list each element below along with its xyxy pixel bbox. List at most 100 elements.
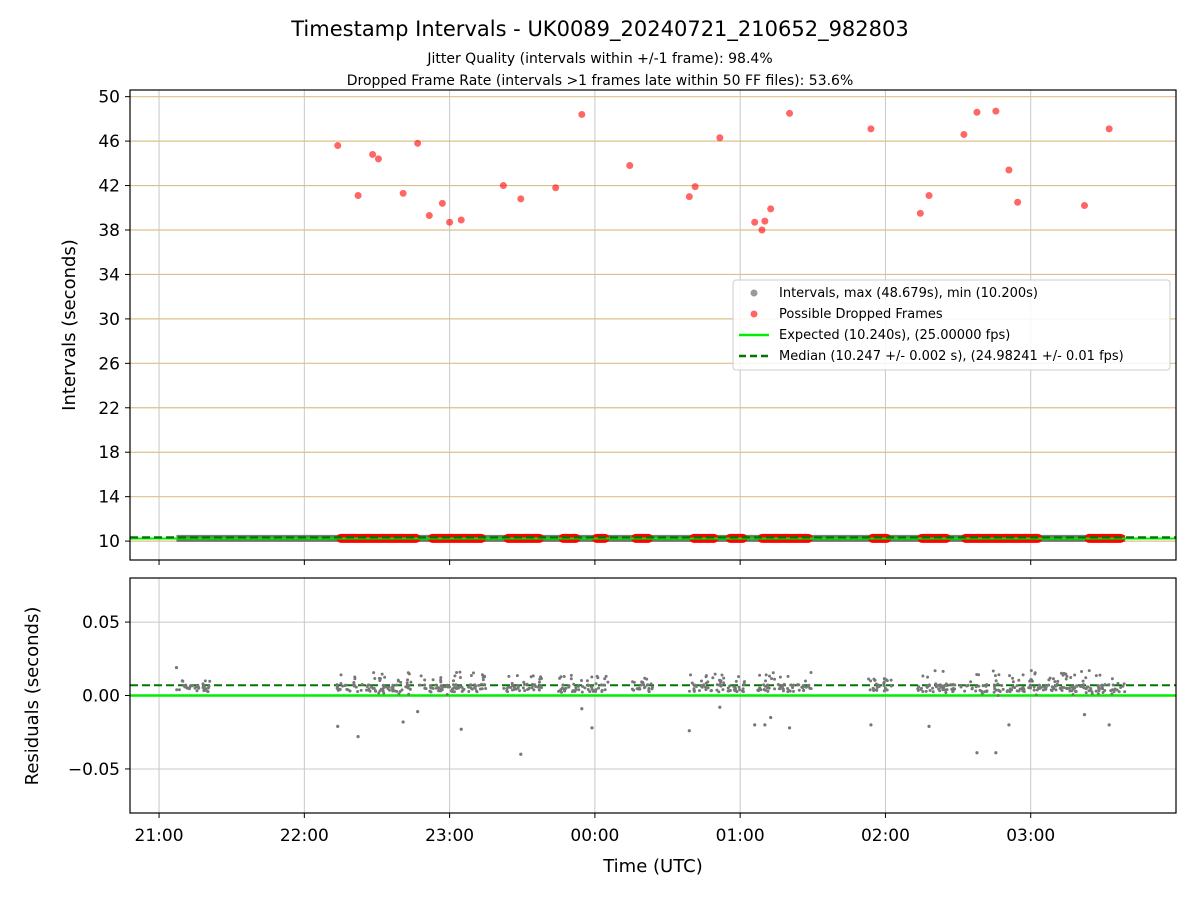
- residual-point: [534, 685, 538, 689]
- residual-point: [537, 688, 541, 692]
- residual-point: [1094, 674, 1098, 678]
- y-tick-label: 18: [98, 443, 120, 463]
- residual-point: [884, 678, 888, 682]
- residual-point: [203, 679, 207, 683]
- residual-point: [1107, 683, 1111, 687]
- residual-point: [1048, 676, 1052, 680]
- residual-point: [928, 689, 932, 693]
- residual-point: [1103, 688, 1107, 692]
- residual-point: [419, 674, 423, 678]
- residual-point: [872, 677, 876, 681]
- residual-point: [431, 678, 435, 682]
- residual-point: [509, 685, 513, 689]
- residual-point: [175, 688, 179, 692]
- residual-point: [703, 685, 707, 689]
- residual-point: [720, 673, 724, 677]
- residual-point: [1049, 688, 1053, 692]
- residual-point: [762, 683, 766, 687]
- residual-point: [1051, 677, 1055, 681]
- residual-outlier-point: [580, 707, 584, 711]
- residual-point: [193, 686, 197, 690]
- residual-point: [502, 686, 506, 690]
- residual-point: [396, 679, 400, 683]
- residual-point: [428, 684, 432, 688]
- residual-point: [595, 674, 599, 678]
- residual-point: [471, 671, 475, 675]
- residual-point: [869, 679, 873, 683]
- residual-point: [715, 683, 719, 687]
- figure-title: Timestamp Intervals - UK0089_20240721_21…: [290, 17, 909, 42]
- residual-outlier-point: [687, 729, 691, 733]
- residual-point: [1084, 676, 1088, 680]
- residual-point: [537, 680, 541, 684]
- residual-point: [1021, 689, 1025, 693]
- residual-point: [397, 692, 401, 696]
- residual-point: [1117, 690, 1121, 694]
- residual-point: [1012, 685, 1016, 689]
- residual-point: [1087, 669, 1091, 673]
- residual-point: [985, 689, 989, 693]
- residual-point: [803, 679, 807, 683]
- residual-point: [757, 689, 761, 693]
- residual-outlier-point: [753, 723, 757, 727]
- dropped-frame-point: [751, 218, 759, 226]
- x-tick-label: 03:00: [1006, 826, 1055, 846]
- residual-outlier-point: [975, 751, 979, 755]
- residual-point: [992, 690, 996, 694]
- y-tick-label: 14: [98, 488, 120, 508]
- residual-point: [481, 678, 485, 682]
- residual-point: [431, 687, 435, 691]
- residual-point: [944, 691, 948, 695]
- residual-point: [521, 686, 525, 690]
- residual-point: [443, 685, 447, 689]
- residual-point: [523, 683, 527, 687]
- legend-label-intervals: Intervals, max (48.679s), min (10.200s): [779, 286, 1038, 301]
- residual-point: [1079, 684, 1083, 688]
- subtitle-dropped-rate: Dropped Frame Rate (intervals >1 frames …: [347, 73, 854, 89]
- residual-point: [395, 689, 399, 693]
- residual-point: [1029, 669, 1033, 673]
- residual-point: [360, 683, 364, 687]
- residual-point: [1110, 677, 1114, 681]
- residual-point: [335, 683, 339, 687]
- dropped-frame-point: [578, 110, 586, 118]
- residual-point: [405, 681, 409, 685]
- residual-point: [1029, 678, 1033, 682]
- residual-point: [1039, 685, 1043, 689]
- residual-point: [506, 690, 510, 694]
- y-tick-label: 38: [98, 221, 120, 241]
- legend-marker-dropped: [750, 310, 758, 318]
- residual-outlier-point: [416, 710, 420, 714]
- residual-point: [400, 688, 404, 692]
- residual-point: [938, 689, 942, 693]
- residual-point: [1064, 672, 1068, 676]
- residual-point: [480, 673, 484, 677]
- residual-point: [562, 674, 566, 678]
- residual-point: [1123, 690, 1127, 694]
- y-tick-label: 26: [98, 354, 120, 374]
- residual-point: [1015, 684, 1019, 688]
- residual-point: [515, 674, 519, 678]
- residual-point: [406, 671, 410, 675]
- residual-point: [1094, 689, 1098, 693]
- dropped-frame-point: [1105, 125, 1113, 133]
- residual-point: [197, 686, 201, 690]
- residual-point: [374, 689, 378, 693]
- residual-point: [384, 685, 388, 689]
- residual-point: [523, 689, 527, 693]
- residual-point: [516, 685, 520, 689]
- residual-point: [603, 677, 607, 681]
- dropped-frame-point: [761, 217, 769, 225]
- residual-point: [694, 685, 698, 689]
- y-tick-label: 34: [98, 265, 120, 285]
- residual-point: [1028, 683, 1032, 687]
- residual-point: [709, 689, 713, 693]
- residual-point: [378, 679, 382, 683]
- residual-point: [1112, 690, 1116, 694]
- residual-point: [390, 686, 394, 690]
- residual-point: [391, 689, 395, 693]
- residual-point: [185, 686, 189, 690]
- residual-outlier-point: [174, 665, 179, 670]
- residual-point: [994, 688, 998, 692]
- dropped-frame-point: [446, 218, 454, 226]
